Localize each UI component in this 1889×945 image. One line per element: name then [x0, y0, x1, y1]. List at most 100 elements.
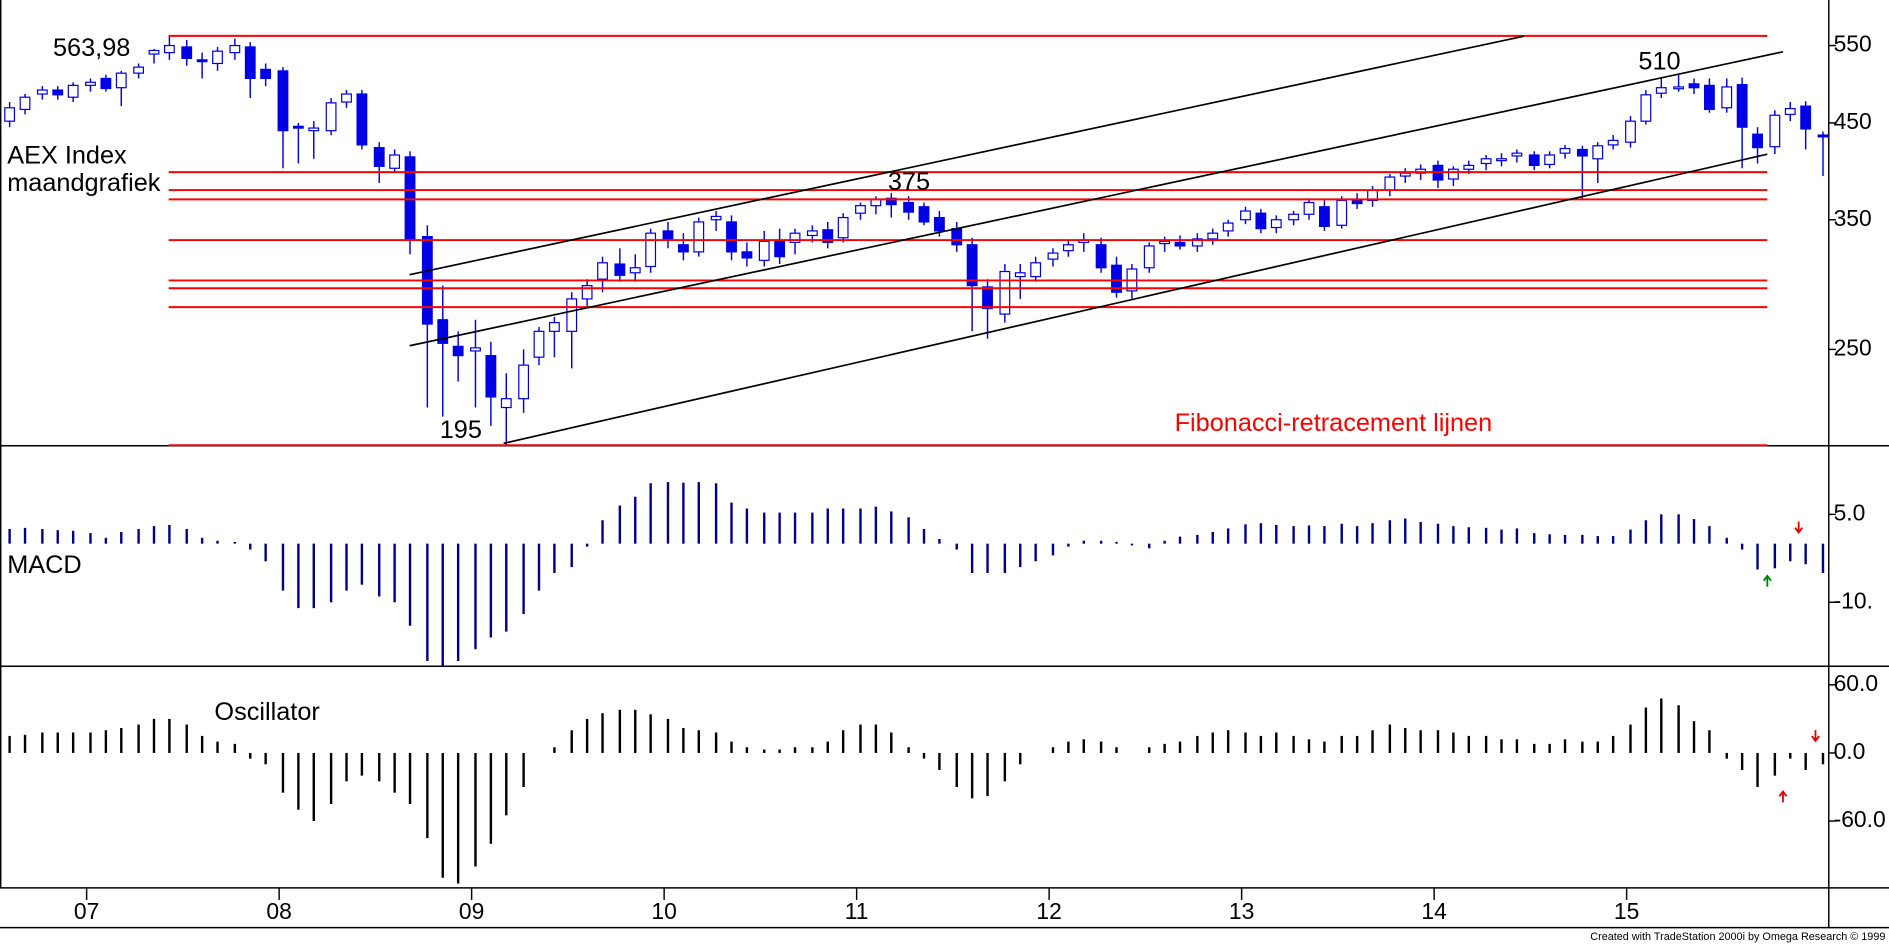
candle-body	[181, 46, 193, 59]
candle-body	[677, 244, 689, 253]
candle-body	[341, 93, 352, 103]
x-tick-label: 11	[845, 898, 869, 924]
candle-body	[1703, 84, 1715, 111]
candle-body	[1288, 213, 1300, 221]
candle-body	[726, 221, 737, 253]
y-tick-label: 5.0	[1834, 499, 1866, 525]
candle-body	[1721, 86, 1733, 109]
x-tick-label: 12	[1036, 898, 1061, 924]
candle-body	[1544, 154, 1556, 166]
candle-body	[597, 262, 608, 280]
candle-body	[4, 107, 16, 122]
candle-body	[52, 89, 64, 96]
candle-body	[1207, 232, 1219, 240]
buy-arrow	[1778, 790, 1788, 803]
candle-body	[212, 50, 223, 65]
y-tick-label: 250	[1834, 334, 1872, 360]
candle-body	[1511, 152, 1523, 157]
candle-body	[1480, 158, 1492, 165]
candle-body	[470, 347, 481, 352]
annotation: 195	[440, 416, 482, 444]
candle-body	[1240, 210, 1251, 221]
x-tick-label: 09	[459, 898, 484, 924]
candle-body	[951, 228, 963, 246]
candle-body	[822, 229, 834, 244]
candle-body	[999, 270, 1011, 315]
x-tick-label: 14	[1421, 898, 1447, 924]
candle-body	[115, 72, 127, 89]
candle-body	[389, 154, 401, 169]
candle-body	[373, 147, 385, 167]
candle-body	[837, 216, 849, 239]
candle-body	[1752, 133, 1763, 149]
candle-body	[693, 221, 705, 253]
candle-body	[966, 244, 978, 287]
sell-arrow	[1794, 521, 1803, 535]
y-tick-label: 0.0	[1834, 738, 1866, 764]
candle-body	[1655, 87, 1667, 94]
y-tick-label: -60.0	[1834, 806, 1886, 832]
annotation: 510	[1638, 47, 1680, 75]
candle-body	[1528, 154, 1540, 166]
annotation: 563,98	[53, 34, 130, 62]
candle-body	[148, 49, 160, 55]
candle-body	[1014, 272, 1026, 278]
candle-body	[1817, 134, 1829, 138]
candle-body	[1496, 158, 1507, 162]
candle-body	[260, 68, 272, 80]
candle-body	[566, 298, 578, 332]
candle-body	[1769, 114, 1781, 148]
candle-body	[933, 216, 945, 232]
candle-body	[1625, 120, 1636, 143]
candle-body	[1559, 147, 1571, 154]
signal-arrows	[1762, 521, 1820, 803]
x-tick-label: 07	[74, 898, 99, 924]
candle-body	[1447, 168, 1459, 180]
y-tick-label: 450	[1834, 108, 1872, 134]
candle-body	[485, 355, 497, 398]
candle-body	[163, 44, 175, 54]
annotation: 375	[888, 168, 930, 196]
candle-body	[404, 156, 416, 240]
candle-body	[629, 267, 641, 274]
candle-body	[1784, 107, 1796, 116]
candle-body	[548, 322, 560, 332]
sell-arrow	[1811, 730, 1820, 743]
chart-title: AEX Index	[7, 141, 127, 169]
candle-body	[1111, 264, 1122, 293]
candle-body	[1318, 206, 1330, 228]
candle-body	[1174, 241, 1186, 247]
candle-body	[452, 345, 464, 357]
candle-body	[1673, 86, 1685, 90]
footer: Created with TradeStation 2000i by Omega…	[1590, 931, 1885, 943]
candle-body	[614, 263, 626, 276]
candle-body	[356, 93, 368, 146]
candle-body	[133, 66, 145, 74]
candle-body	[1592, 145, 1604, 160]
annotation: Fibonacci-retracement lijnen	[1175, 409, 1493, 437]
x-tick-label: 08	[266, 898, 291, 924]
buy-arrow	[1762, 574, 1772, 587]
candle-body	[1640, 94, 1652, 122]
candle-body	[1463, 164, 1475, 170]
candle-body	[1143, 245, 1155, 269]
candle-body	[437, 319, 449, 344]
candle-body	[1800, 105, 1812, 130]
candle-body	[1415, 168, 1427, 174]
candle-body	[903, 201, 915, 213]
candle-body	[1191, 238, 1203, 247]
candle-body	[85, 81, 96, 86]
candle-body	[19, 96, 31, 111]
candle-body	[581, 285, 593, 300]
candle-body	[1399, 172, 1411, 177]
trend-lines	[409, 35, 1784, 445]
candle-body	[518, 364, 530, 400]
candle-body	[1576, 148, 1588, 157]
candle-body	[1270, 219, 1282, 229]
candle-body	[196, 59, 208, 63]
candle-body	[1255, 212, 1267, 230]
candle-body	[741, 251, 753, 259]
candle-body	[710, 215, 722, 221]
candle-body	[1384, 176, 1396, 191]
